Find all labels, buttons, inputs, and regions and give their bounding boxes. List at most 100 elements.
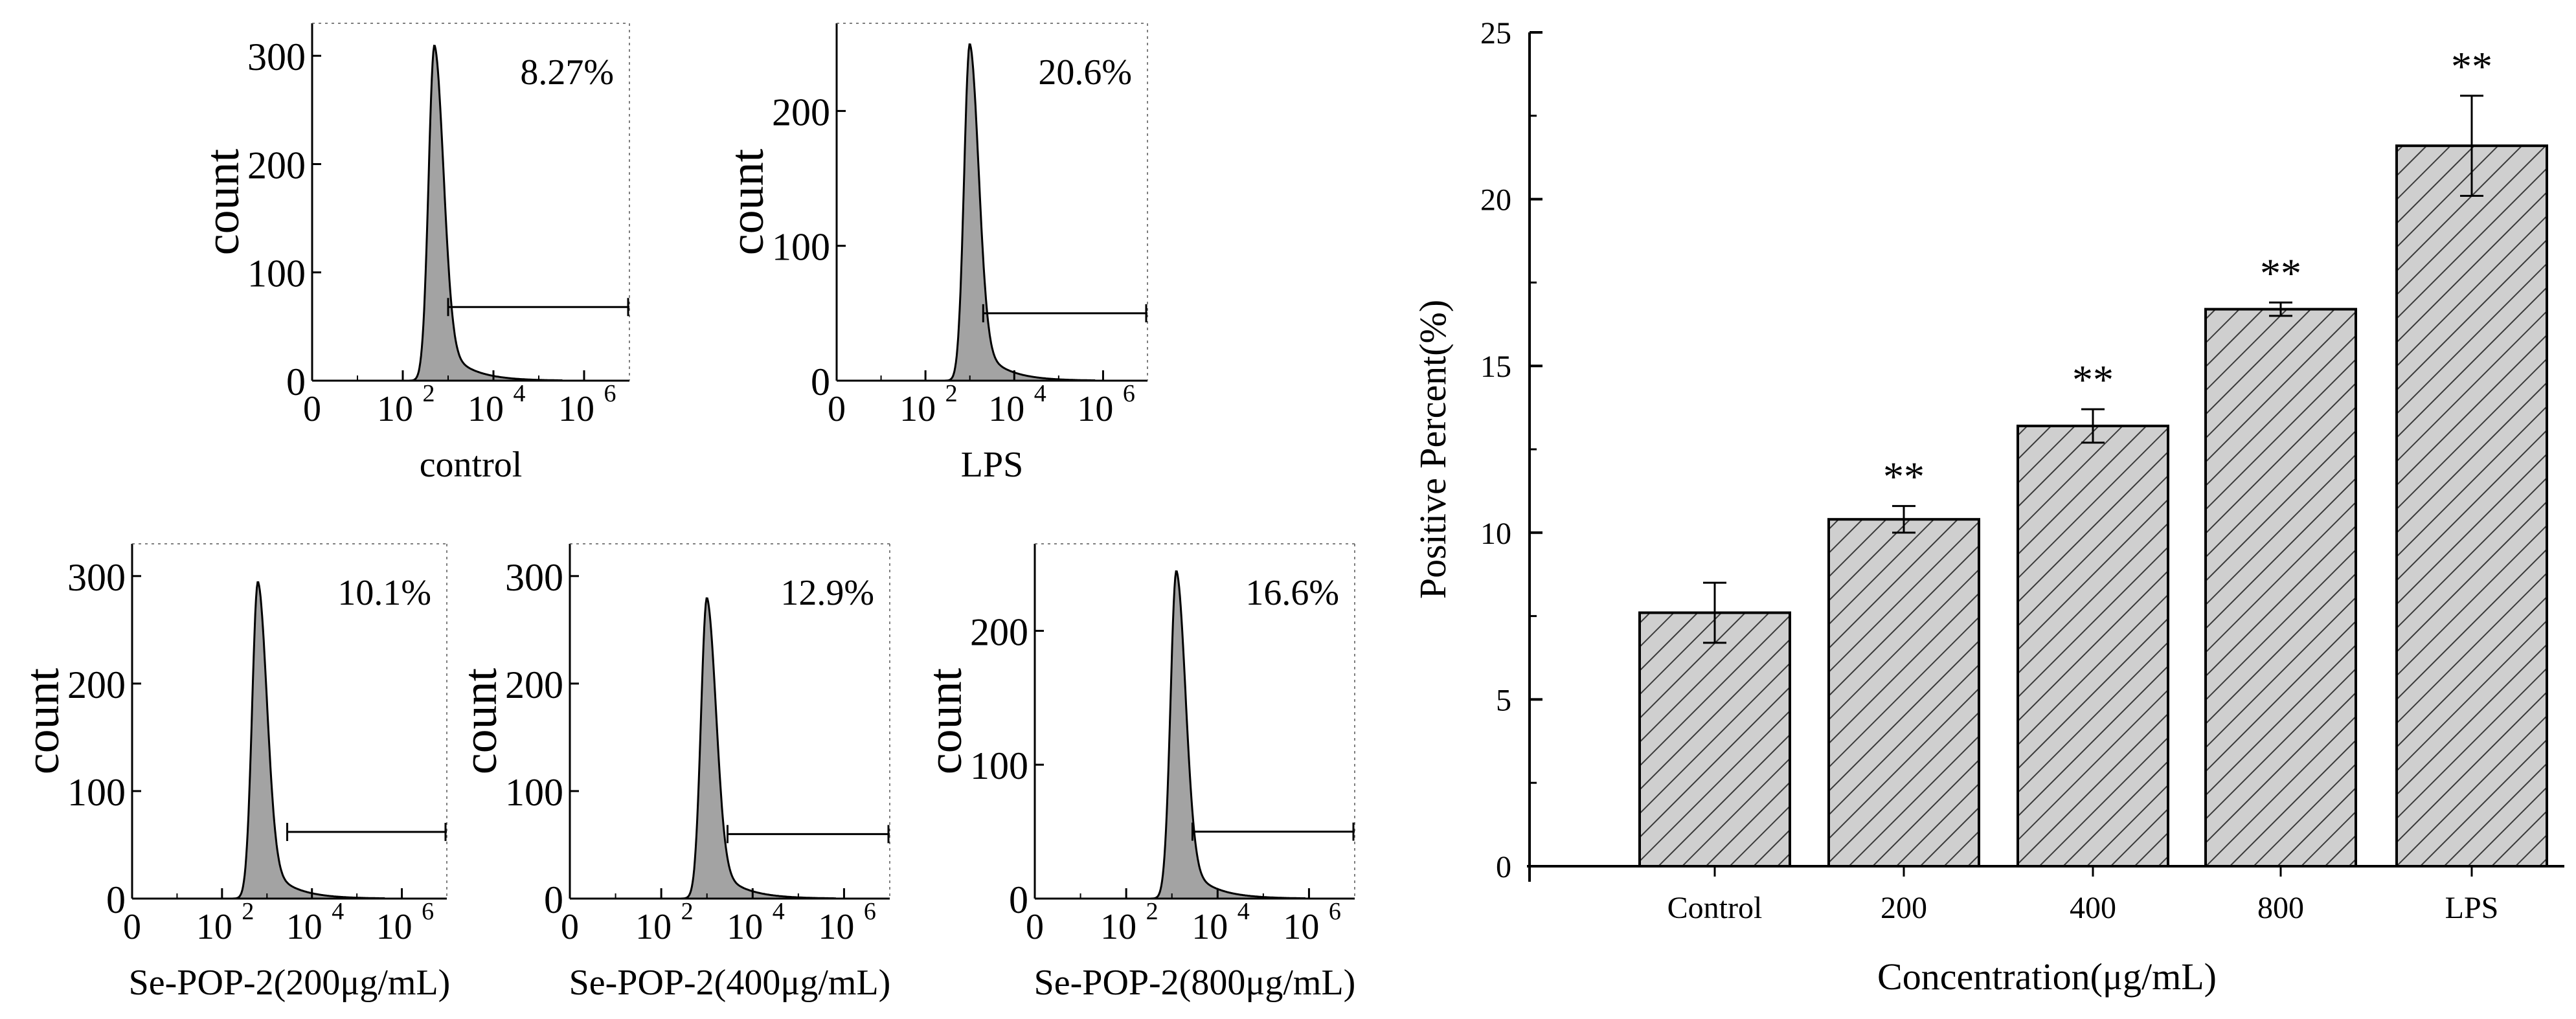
- x-tick-label: 10: [635, 907, 672, 947]
- bar-y-tick-label: 20: [1480, 183, 1511, 218]
- y-tick-label: 0: [286, 361, 306, 403]
- significance-label: **: [2451, 43, 2492, 89]
- y-tick-label: 300: [247, 36, 306, 78]
- x-axis-title: control: [420, 445, 523, 485]
- bar-x-tick-label: 400: [2070, 891, 2116, 925]
- x-tick-exponent: 2: [1146, 898, 1158, 925]
- bar-y-tick-label: 0: [1496, 850, 1511, 884]
- x-tick-label: 10: [376, 907, 412, 947]
- bar-x-axis-title: Concentration(μg/mL): [1877, 956, 2217, 998]
- significance-label: **: [1883, 454, 1925, 500]
- y-tick-label: 100: [970, 745, 1028, 787]
- x-tick-exponent: 6: [604, 380, 616, 407]
- bar-chart: 0 5 10 15 20 25 Control ** 200 ** 400 ** 800 ** LPS Con…: [1412, 16, 2564, 998]
- histogram-area: [899, 43, 1096, 382]
- bar-y-tick-label: 10: [1480, 517, 1511, 551]
- bar-3: [2204, 308, 2357, 868]
- histogram-200: 0 100 200 300 0 10 2 10 4 10 6 10.1% count Se-POP-2(2…: [16, 543, 451, 1003]
- histogram-400: 0 100 200 300 0 10 2 10 4 10 6 12.9% count Se-POP-2(4…: [454, 543, 891, 1003]
- x-tick-label: 10: [377, 389, 413, 429]
- positive-percent-label: 16.6%: [1245, 573, 1339, 613]
- x-tick-label: 10: [1192, 907, 1228, 947]
- x-tick-label: 10: [468, 389, 504, 429]
- histogram-area: [1103, 570, 1305, 900]
- x-tick-exponent: 6: [1123, 380, 1135, 407]
- x-tick-exponent: 4: [514, 380, 526, 407]
- bar-1: [1827, 518, 1980, 868]
- y-tick-label: 100: [247, 252, 306, 295]
- x-tick-label: 0: [123, 907, 141, 947]
- y-tick-label: 0: [106, 879, 126, 921]
- x-axis-title: Se-POP-2(400μg/mL): [569, 963, 891, 1003]
- x-tick-label: 10: [1077, 389, 1113, 429]
- histogram-lps: 0 100 200 0 10 2 10 4 10 6 20.6% count LPS: [721, 23, 1148, 485]
- y-tick-label: 300: [505, 556, 563, 599]
- x-tick-exponent: 4: [773, 898, 785, 925]
- x-axis-title: Se-POP-2(200μg/mL): [129, 963, 451, 1003]
- x-tick-label: 0: [561, 907, 579, 947]
- x-tick-label: 10: [818, 907, 854, 947]
- x-axis-title: LPS: [961, 445, 1024, 485]
- x-tick-exponent: 6: [864, 898, 876, 925]
- x-tick-label: 10: [1283, 907, 1319, 947]
- x-tick-exponent: 2: [242, 898, 254, 925]
- bar-x-tick-label: LPS: [2445, 891, 2499, 925]
- y-axis-title: count: [16, 667, 69, 774]
- histogram-area: [633, 597, 836, 900]
- significance-label: **: [2260, 250, 2301, 296]
- x-tick-exponent: 6: [1329, 898, 1341, 925]
- x-tick-label: 10: [558, 389, 594, 429]
- x-tick-exponent: 6: [422, 898, 434, 925]
- bar-y-tick-label: 5: [1496, 683, 1511, 717]
- y-tick-label: 0: [811, 361, 830, 403]
- y-tick-label: 200: [247, 144, 306, 186]
- positive-percent-label: 8.27%: [520, 52, 614, 93]
- y-axis-title: count: [919, 667, 972, 774]
- bar-0: [1638, 611, 1791, 868]
- y-tick-label: 300: [67, 556, 126, 599]
- x-tick-exponent: 2: [681, 898, 694, 925]
- histogram-area: [362, 45, 563, 382]
- x-tick-label: 0: [828, 389, 846, 429]
- bar-y-axis-title: Positive Percent(%): [1412, 300, 1454, 599]
- x-tick-label: 10: [727, 907, 763, 947]
- x-tick-label: 10: [286, 907, 322, 947]
- x-tick-label: 10: [988, 389, 1024, 429]
- bar-x-tick-label: 800: [2257, 891, 2304, 925]
- positive-percent-label: 10.1%: [337, 573, 431, 613]
- y-axis-title: count: [721, 148, 774, 255]
- positive-percent-label: 12.9%: [780, 573, 874, 613]
- x-tick-label: 0: [1026, 907, 1044, 947]
- x-tick-label: 10: [899, 389, 936, 429]
- significance-label: **: [2072, 357, 2114, 403]
- x-tick-exponent: 4: [1034, 380, 1046, 407]
- y-tick-label: 100: [772, 226, 830, 269]
- y-axis-title: count: [454, 667, 507, 774]
- x-tick-label: 10: [1100, 907, 1136, 947]
- x-tick-exponent: 2: [423, 380, 435, 407]
- histogram-800: 0 100 200 0 10 2 10 4 10 6 16.6% count Se-POP-2(800μ…: [919, 543, 1356, 1003]
- bar-4: [2395, 144, 2548, 868]
- y-tick-label: 100: [67, 771, 126, 814]
- y-tick-label: 200: [505, 664, 563, 706]
- x-tick-exponent: 4: [332, 898, 344, 925]
- x-tick-exponent: 2: [945, 380, 958, 407]
- x-tick-label: 0: [303, 389, 321, 429]
- y-axis-title: count: [196, 148, 249, 255]
- y-tick-label: 0: [1009, 879, 1028, 921]
- bar-2: [2017, 424, 2169, 868]
- positive-percent-label: 20.6%: [1038, 52, 1132, 93]
- y-tick-label: 200: [67, 664, 126, 706]
- bar-y-tick-label: 15: [1480, 350, 1511, 384]
- bar-x-tick-label: Control: [1667, 891, 1763, 925]
- x-axis-title: Se-POP-2(800μg/mL): [1034, 963, 1356, 1003]
- histogram-area: [186, 581, 385, 900]
- x-tick-label: 10: [196, 907, 232, 947]
- y-tick-label: 100: [505, 771, 563, 814]
- y-tick-label: 200: [772, 91, 830, 133]
- histogram-control: 0 100 200 300 0 10 2 10 4 10 6 8.27% count control: [196, 23, 630, 485]
- bar-x-tick-label: 200: [1881, 891, 1927, 925]
- y-tick-label: 0: [544, 879, 563, 921]
